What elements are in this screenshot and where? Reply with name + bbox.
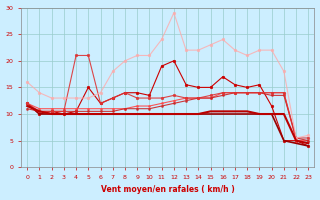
X-axis label: Vent moyen/en rafales ( km/h ): Vent moyen/en rafales ( km/h ): [101, 185, 235, 194]
